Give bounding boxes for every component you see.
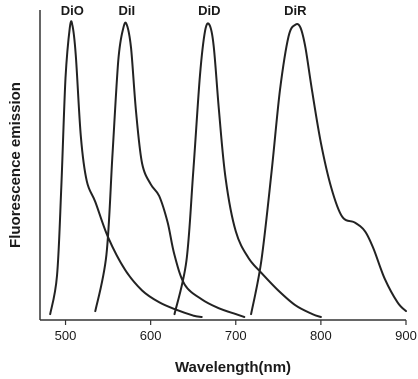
series-label-dir: DiR: [284, 3, 307, 18]
series-labels-group: DiO DiI DiD DiR: [61, 3, 307, 18]
series-label-dio: DiO: [61, 3, 84, 18]
axes-group: 500 600 700 800 900: [39, 10, 417, 343]
series-line-did: [173, 22, 322, 318]
series-line-dii: [94, 21, 246, 318]
x-tick-label: 500: [55, 328, 77, 343]
x-tick-label: 800: [310, 328, 332, 343]
series-label-did: DiD: [198, 3, 220, 18]
series-line-dio: [49, 20, 203, 318]
x-axis-label: Wavelength(nm): [175, 359, 291, 376]
series-label-dii: DiI: [119, 3, 136, 18]
x-tick-label: 700: [225, 328, 247, 343]
x-tick-label: 900: [395, 328, 417, 343]
series-group: [49, 20, 407, 318]
x-tick-label: 600: [140, 328, 162, 343]
y-axis-label: Fluorescence emission: [7, 82, 24, 248]
series-line-dir: [250, 23, 407, 316]
